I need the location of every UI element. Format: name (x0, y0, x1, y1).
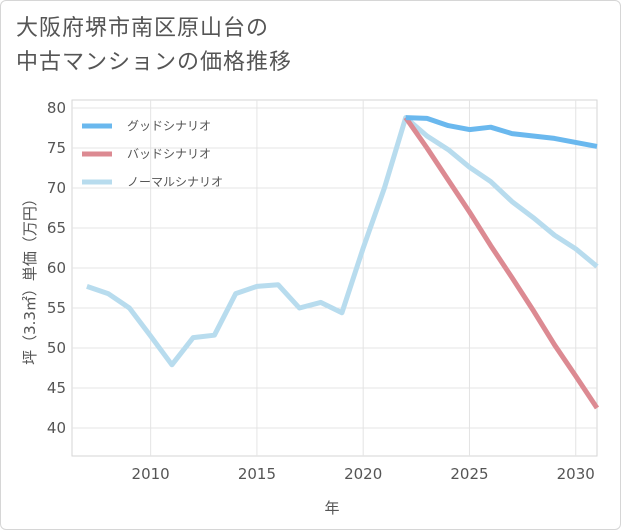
x-tick-label: 2025 (450, 465, 488, 483)
x-tick-label: 2015 (238, 465, 276, 483)
y-tick-label: 60 (47, 259, 66, 277)
x-tick-label: 2030 (557, 465, 595, 483)
legend-label-0: グッドシナリオ (127, 119, 211, 133)
series-line-1 (403, 116, 600, 410)
legend-label-1: バッドシナリオ (127, 147, 211, 161)
chart-title-line-1: 大阪府堺市南区原山台の (16, 16, 270, 41)
y-tick-label: 65 (47, 219, 66, 237)
series-line-0 (405, 115, 598, 149)
y-tick-label: 55 (47, 299, 66, 317)
y-axis-title: 坪（3.3㎡）単価（万円） (21, 191, 39, 365)
series-lines (86, 115, 600, 410)
y-tick-label: 80 (47, 99, 66, 117)
chart-title-line-2: 中古マンションの価格推移 (16, 50, 293, 75)
y-tick-label: 75 (47, 139, 66, 157)
series-line-2 (86, 115, 599, 368)
y-tick-label: 45 (47, 379, 66, 397)
legend-label-2: ノーマルシナリオ (127, 175, 223, 189)
y-tick-labels: 40 45 50 55 60 65 70 75 80 (47, 99, 66, 437)
y-tick-label: 50 (47, 339, 66, 357)
y-tick-label: 70 (47, 179, 66, 197)
y-tick-label: 40 (47, 419, 66, 437)
x-axis-title: 年 (324, 499, 339, 517)
x-tick-label: 2020 (344, 465, 382, 483)
x-tick-labels: 2010 2015 2020 2025 2030 (132, 465, 595, 483)
x-tick-label: 2010 (132, 465, 170, 483)
chart-title: 大阪府堺市南区原山台の 中古マンションの価格推移 (16, 12, 416, 80)
